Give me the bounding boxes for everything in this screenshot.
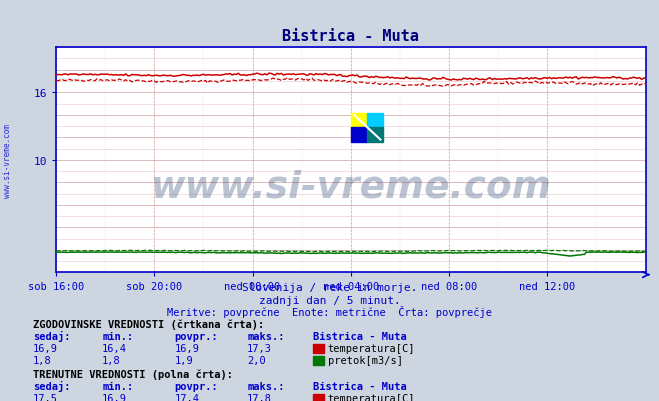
Text: min.:: min.: — [102, 331, 133, 341]
Text: temperatura[C]: temperatura[C] — [328, 393, 415, 401]
Text: 16,9: 16,9 — [102, 393, 127, 401]
Text: 17,8: 17,8 — [247, 393, 272, 401]
Text: 1,9: 1,9 — [175, 355, 193, 365]
Text: 16,4: 16,4 — [102, 343, 127, 353]
Text: 17,4: 17,4 — [175, 393, 200, 401]
Text: 2,0: 2,0 — [247, 355, 266, 365]
Bar — [351, 128, 367, 142]
Text: 1,8: 1,8 — [33, 355, 51, 365]
Title: Bistrica - Muta: Bistrica - Muta — [283, 29, 419, 44]
Text: Bistrica - Muta: Bistrica - Muta — [313, 331, 407, 341]
Text: povpr.:: povpr.: — [175, 331, 218, 341]
Text: Slovenija / reke in morje.: Slovenija / reke in morje. — [242, 283, 417, 293]
Text: Bistrica - Muta: Bistrica - Muta — [313, 381, 407, 391]
Bar — [367, 113, 384, 128]
Text: 16,9: 16,9 — [33, 343, 58, 353]
Text: 17,3: 17,3 — [247, 343, 272, 353]
Text: sedaj:: sedaj: — [33, 330, 71, 341]
Text: 17,5: 17,5 — [33, 393, 58, 401]
Text: maks.:: maks.: — [247, 331, 285, 341]
Text: www.si-vreme.com: www.si-vreme.com — [3, 124, 13, 197]
Text: zadnji dan / 5 minut.: zadnji dan / 5 minut. — [258, 295, 401, 305]
Text: maks.:: maks.: — [247, 381, 285, 391]
Text: 1,8: 1,8 — [102, 355, 121, 365]
Text: TRENUTNE VREDNOSTI (polna črta):: TRENUTNE VREDNOSTI (polna črta): — [33, 369, 233, 379]
Bar — [367, 128, 384, 142]
Text: www.si-vreme.com: www.si-vreme.com — [150, 169, 552, 205]
Text: pretok[m3/s]: pretok[m3/s] — [328, 355, 403, 365]
Text: temperatura[C]: temperatura[C] — [328, 343, 415, 353]
Text: Meritve: povprečne  Enote: metrične  Črta: povprečje: Meritve: povprečne Enote: metrične Črta:… — [167, 305, 492, 317]
Text: povpr.:: povpr.: — [175, 381, 218, 391]
Text: ZGODOVINSKE VREDNOSTI (črtkana črta):: ZGODOVINSKE VREDNOSTI (črtkana črta): — [33, 318, 264, 329]
Bar — [351, 113, 367, 128]
Text: 16,9: 16,9 — [175, 343, 200, 353]
Text: sedaj:: sedaj: — [33, 380, 71, 391]
Text: min.:: min.: — [102, 381, 133, 391]
